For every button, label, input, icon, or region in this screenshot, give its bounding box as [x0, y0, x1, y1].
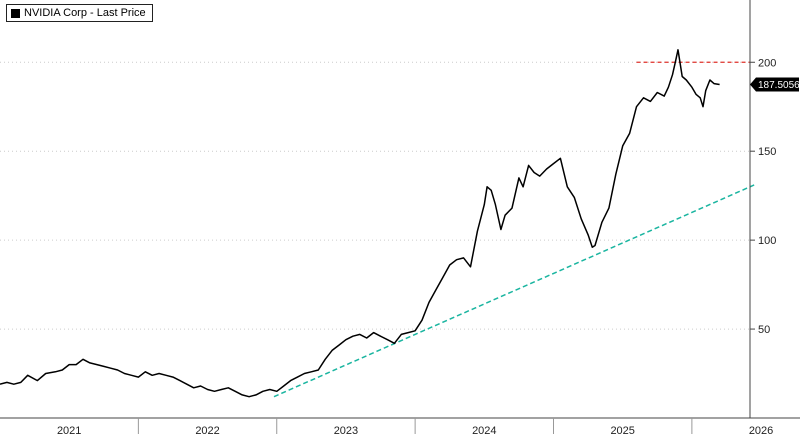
x-tick-label: 2021 [57, 425, 81, 437]
x-tick-label: 2024 [472, 425, 496, 437]
y-tick-label: 150 [758, 146, 776, 158]
legend-label: NVIDIA Corp - Last Price [24, 7, 146, 19]
x-tick-label: 2022 [195, 425, 219, 437]
y-tick-label: 50 [758, 324, 770, 336]
y-tick-label: 200 [758, 57, 776, 69]
grid-layer [0, 61, 750, 330]
series-layer [0, 49, 720, 398]
x-tick-label: 2023 [334, 425, 358, 437]
legend: NVIDIA Corp - Last Price [6, 4, 153, 22]
last-price-tag: 187.5056 [750, 77, 800, 92]
last-price-label: 187.5056 [758, 80, 800, 91]
y-tick-label: 100 [758, 235, 776, 247]
x-tick-label: 2026 [749, 425, 773, 437]
last-price-tag-shape [750, 77, 799, 92]
trend-line [273, 184, 755, 398]
annotation-layer [273, 61, 755, 398]
legend-swatch [11, 8, 20, 18]
price-series-line [0, 49, 720, 398]
x-tick-label: 2025 [610, 425, 634, 437]
